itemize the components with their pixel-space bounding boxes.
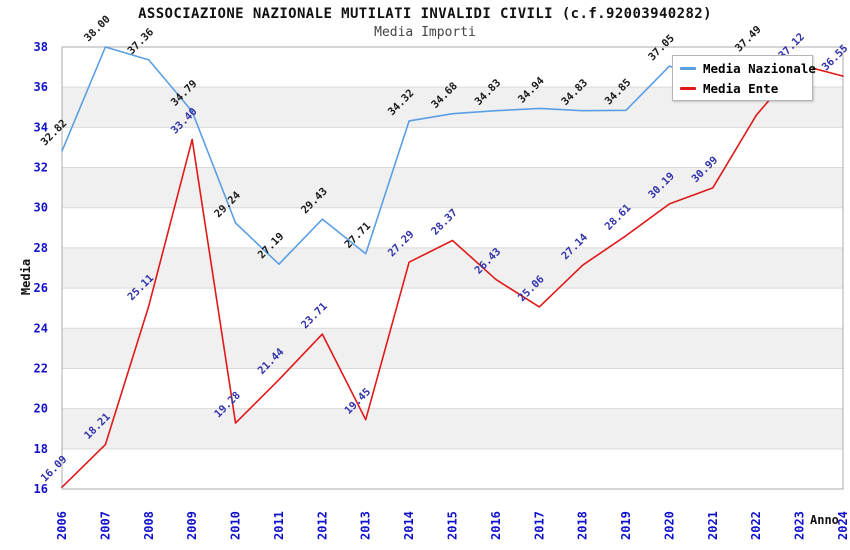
legend-label: Media Nazionale	[703, 60, 816, 76]
svg-text:2013: 2013	[359, 511, 373, 540]
legend-label: Media Ente	[703, 80, 779, 96]
svg-text:23.71: 23.71	[299, 300, 330, 331]
svg-text:22: 22	[34, 361, 48, 375]
legend-item-media-ente: Media Ente	[673, 81, 812, 96]
chart-subtitle: Media Importi	[374, 25, 476, 40]
svg-text:2012: 2012	[315, 511, 329, 540]
svg-text:2007: 2007	[98, 511, 112, 540]
svg-text:2018: 2018	[576, 511, 590, 540]
svg-text:2024: 2024	[836, 511, 850, 540]
x-axis-label: Anno	[810, 513, 839, 527]
svg-text:2017: 2017	[532, 511, 546, 540]
svg-text:16: 16	[34, 482, 48, 496]
legend-item-media-nazionale: Media Nazionale	[673, 61, 816, 76]
chart-title: ASSOCIAZIONE NAZIONALE MUTILATI INVALIDI…	[138, 6, 712, 22]
y-axis-label: Media	[19, 258, 33, 296]
svg-text:38.00: 38.00	[82, 13, 113, 44]
svg-text:2016: 2016	[489, 511, 503, 540]
svg-text:2014: 2014	[402, 511, 416, 540]
svg-text:2009: 2009	[185, 511, 199, 540]
svg-text:20: 20	[34, 402, 48, 416]
svg-text:32: 32	[34, 161, 48, 175]
svg-text:28: 28	[34, 241, 48, 255]
svg-text:36: 36	[34, 80, 48, 94]
svg-text:2011: 2011	[272, 511, 286, 540]
svg-text:34: 34	[34, 120, 48, 134]
svg-text:37.49: 37.49	[733, 24, 764, 55]
svg-text:26: 26	[34, 281, 48, 295]
media-nazionale-line-swatch	[680, 66, 696, 70]
svg-text:2010: 2010	[229, 511, 243, 540]
svg-text:2008: 2008	[142, 511, 156, 540]
svg-text:37.36: 37.36	[125, 26, 156, 57]
svg-text:2022: 2022	[749, 511, 763, 540]
legend: Media Nazionale Media Ente	[672, 55, 816, 101]
svg-text:2020: 2020	[662, 511, 676, 540]
svg-text:24: 24	[34, 321, 48, 335]
svg-text:2023: 2023	[793, 511, 807, 540]
svg-text:16.09: 16.09	[39, 453, 70, 484]
svg-text:2019: 2019	[619, 511, 633, 540]
svg-text:18: 18	[34, 442, 48, 456]
svg-text:38: 38	[34, 40, 48, 54]
svg-text:30: 30	[34, 201, 48, 215]
svg-text:28.37: 28.37	[429, 207, 460, 238]
svg-text:2015: 2015	[446, 511, 460, 540]
media-ente-line-swatch	[680, 86, 696, 90]
svg-text:2006: 2006	[55, 511, 69, 540]
svg-text:2021: 2021	[706, 511, 720, 540]
